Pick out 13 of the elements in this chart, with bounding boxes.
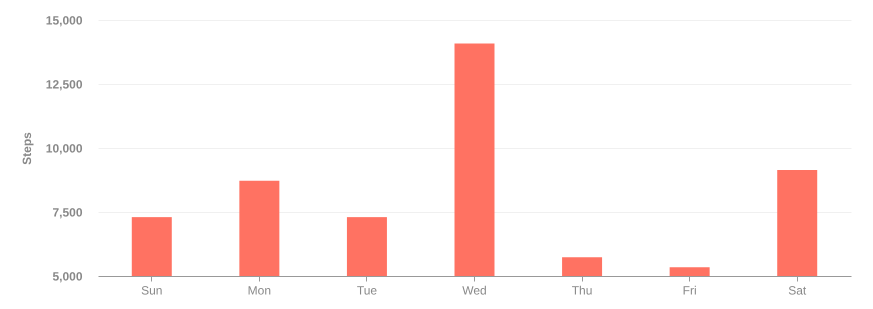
y-tick-label: 10,000	[46, 142, 83, 156]
x-tick-label: Sun	[141, 284, 162, 298]
x-tick-label: Sat	[788, 284, 807, 298]
y-tick-label: 12,500	[46, 78, 83, 92]
x-tick-label: Tue	[356, 284, 378, 298]
y-tick-label: 7,500	[52, 206, 83, 220]
x-tick-label: Thu	[572, 284, 592, 298]
x-tick-label: Mon	[248, 284, 272, 298]
x-tick-label: Fri	[682, 284, 697, 298]
x-tick-label: Wed	[462, 284, 487, 298]
y-axis-title: Steps	[20, 132, 34, 165]
y-tick-label: 15,000	[46, 14, 83, 28]
y-tick-label: 5,000	[52, 270, 83, 284]
